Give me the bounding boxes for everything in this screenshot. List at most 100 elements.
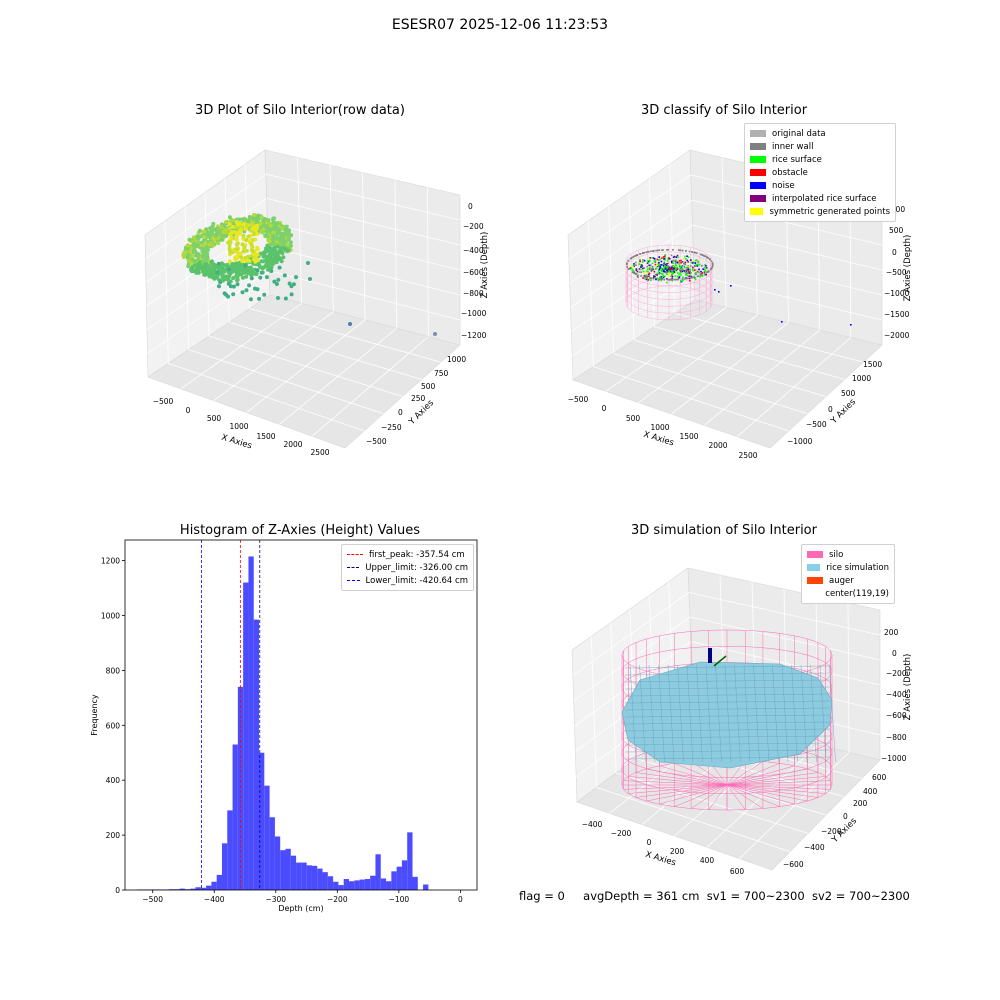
- grid-line: [669, 164, 676, 314]
- classified-point: [673, 266, 676, 268]
- classified-point: [677, 261, 680, 264]
- classified-point: [666, 267, 668, 270]
- grid-line: [246, 319, 366, 413]
- rice-mesh: [724, 664, 732, 763]
- noise-point: [781, 321, 783, 323]
- raw-point: [275, 226, 280, 231]
- silo-wire: [726, 784, 808, 802]
- cls-xtick: 1000: [650, 423, 669, 432]
- classified-point: [682, 269, 684, 271]
- simulation-legend: silo rice simulation auger center(119,19): [801, 544, 895, 604]
- raw-point: [224, 276, 229, 281]
- classified-point: [703, 266, 706, 269]
- raw-point: [234, 225, 239, 230]
- grid-line: [628, 192, 635, 341]
- classified-point: [678, 263, 681, 265]
- raw-point: [282, 273, 287, 278]
- classified-point: [683, 257, 685, 259]
- raw-point: [212, 264, 217, 269]
- raw-point: [257, 263, 262, 268]
- histogram-bar: [274, 836, 281, 890]
- histogram-bar: [221, 843, 228, 890]
- rice-mesh: [624, 749, 831, 753]
- raw-point: [249, 272, 254, 277]
- classified-point: [654, 268, 657, 270]
- rice-mesh: [624, 742, 831, 746]
- classified-point: [661, 263, 664, 266]
- classified-point: [669, 267, 671, 270]
- x-tick-label: −200: [327, 895, 348, 904]
- classified-point: [658, 259, 660, 262]
- classified-point: [642, 259, 644, 261]
- cls-ytick: 0: [828, 405, 833, 414]
- grid-line: [605, 307, 727, 392]
- classified-point: [705, 267, 708, 269]
- legend-entry: first_peak: -357.54 cm: [347, 548, 468, 561]
- classified-point: [694, 262, 697, 264]
- classified-point: [685, 257, 687, 260]
- raw-plot-title: 3D Plot of Silo Interior(row data): [195, 103, 405, 118]
- sim-ytick: 0: [843, 812, 848, 821]
- sim-ztick: −200: [886, 669, 907, 678]
- classified-point: [632, 270, 635, 273]
- raw-xlabel: X Axies: [220, 433, 253, 452]
- raw-point: [276, 277, 281, 282]
- legend-label: Lower_limit: -420.64 cm: [365, 575, 468, 586]
- raw-point: [230, 268, 234, 273]
- classified-point: [633, 263, 635, 265]
- legend-label: original data: [772, 128, 826, 139]
- raw-ztick: −400: [463, 246, 484, 255]
- classified-point: [679, 249, 682, 252]
- legend-label: symmetric generated points: [769, 206, 890, 217]
- classified-point: [654, 273, 657, 276]
- raw-point: [253, 286, 257, 291]
- raw-point: [270, 260, 275, 264]
- raw-point: [249, 242, 254, 247]
- classified-point: [693, 261, 696, 264]
- rice-mesh: [624, 693, 831, 697]
- legend-entry: original data: [750, 127, 890, 140]
- raw-point: [257, 296, 262, 301]
- classified-point: [670, 268, 673, 271]
- raw-point: [283, 296, 288, 301]
- raw-point: [231, 292, 236, 297]
- raw-point: [267, 247, 272, 252]
- classified-point: [683, 265, 685, 268]
- classified-point: [658, 256, 660, 258]
- classified-point: [653, 260, 656, 262]
- raw-point: [227, 243, 232, 248]
- grid-line: [267, 222, 461, 271]
- classified-point: [681, 264, 683, 267]
- histogram-bar: [285, 848, 291, 890]
- sim-ytick: −600: [783, 860, 804, 869]
- raw-point: [231, 284, 236, 289]
- sv2-value: sv2 = 700~2300: [811, 889, 910, 903]
- classified-point: [670, 279, 673, 281]
- classified-point: [646, 265, 648, 268]
- raw-point: [272, 245, 277, 250]
- raw-point: [254, 220, 259, 225]
- raw-ytick: 1000: [447, 355, 466, 364]
- histogram-bar: [423, 884, 429, 890]
- classified-point: [653, 250, 655, 252]
- silo-wire: [659, 765, 728, 786]
- classified-point: [664, 265, 667, 268]
- silo-wire: [628, 784, 728, 794]
- raw-point: [234, 220, 239, 225]
- histogram-bar: [322, 872, 328, 890]
- classified-point: [660, 278, 663, 281]
- raw-point: [277, 265, 282, 270]
- classified-point: [671, 273, 673, 276]
- classified-point: [690, 277, 693, 279]
- classified-point: [642, 267, 644, 270]
- rice-mesh: [781, 664, 789, 763]
- legend-label: center(119,19): [825, 588, 889, 599]
- classified-point: [662, 276, 665, 279]
- raw-point: [247, 215, 252, 219]
- classified-point: [700, 253, 702, 256]
- classified-point: [663, 263, 665, 266]
- legend-entry: inner wall: [750, 140, 890, 153]
- raw-point: [224, 234, 229, 238]
- raw-point: [229, 236, 234, 241]
- classified-point: [666, 281, 668, 284]
